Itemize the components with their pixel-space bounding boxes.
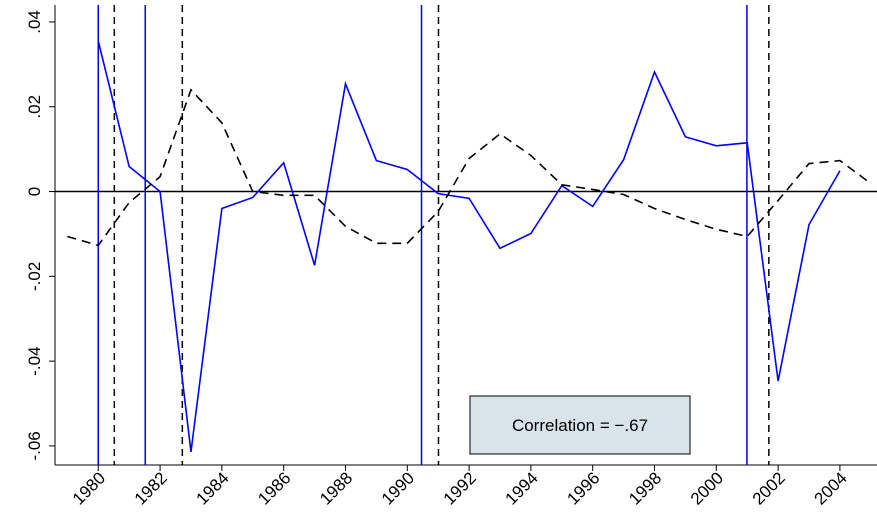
x-tick-label: 1992 — [440, 468, 480, 508]
x-tick-label: 1982 — [131, 468, 171, 508]
annotation: Correlation = −.67 — [512, 416, 648, 435]
x-tick-label: 1984 — [193, 468, 233, 508]
x-tick-label: 2000 — [687, 468, 727, 508]
x-tick-label: 1988 — [316, 468, 356, 508]
x-tick-label: 1990 — [378, 468, 418, 508]
x-tick-label: 1994 — [502, 468, 542, 508]
series-line — [67, 88, 872, 247]
x-tick-label: 1996 — [563, 468, 603, 508]
annotation-box — [469, 395, 691, 455]
series-line — [97, 40, 841, 452]
y-tick-label: -.06 — [25, 431, 44, 460]
x-tick-label: 2004 — [811, 468, 851, 508]
y-tick-label: 0 — [25, 187, 44, 196]
x-tick-label: 1980 — [69, 468, 109, 508]
y-tick-label: -.02 — [25, 262, 44, 291]
x-tick-label: 1998 — [625, 468, 665, 508]
y-tick-label: .02 — [25, 95, 44, 119]
y-tick-label: .04 — [25, 10, 44, 34]
x-tick-label: 2002 — [749, 468, 789, 508]
x-tick-label: 1986 — [254, 468, 294, 508]
y-tick-label: -.04 — [25, 346, 44, 375]
